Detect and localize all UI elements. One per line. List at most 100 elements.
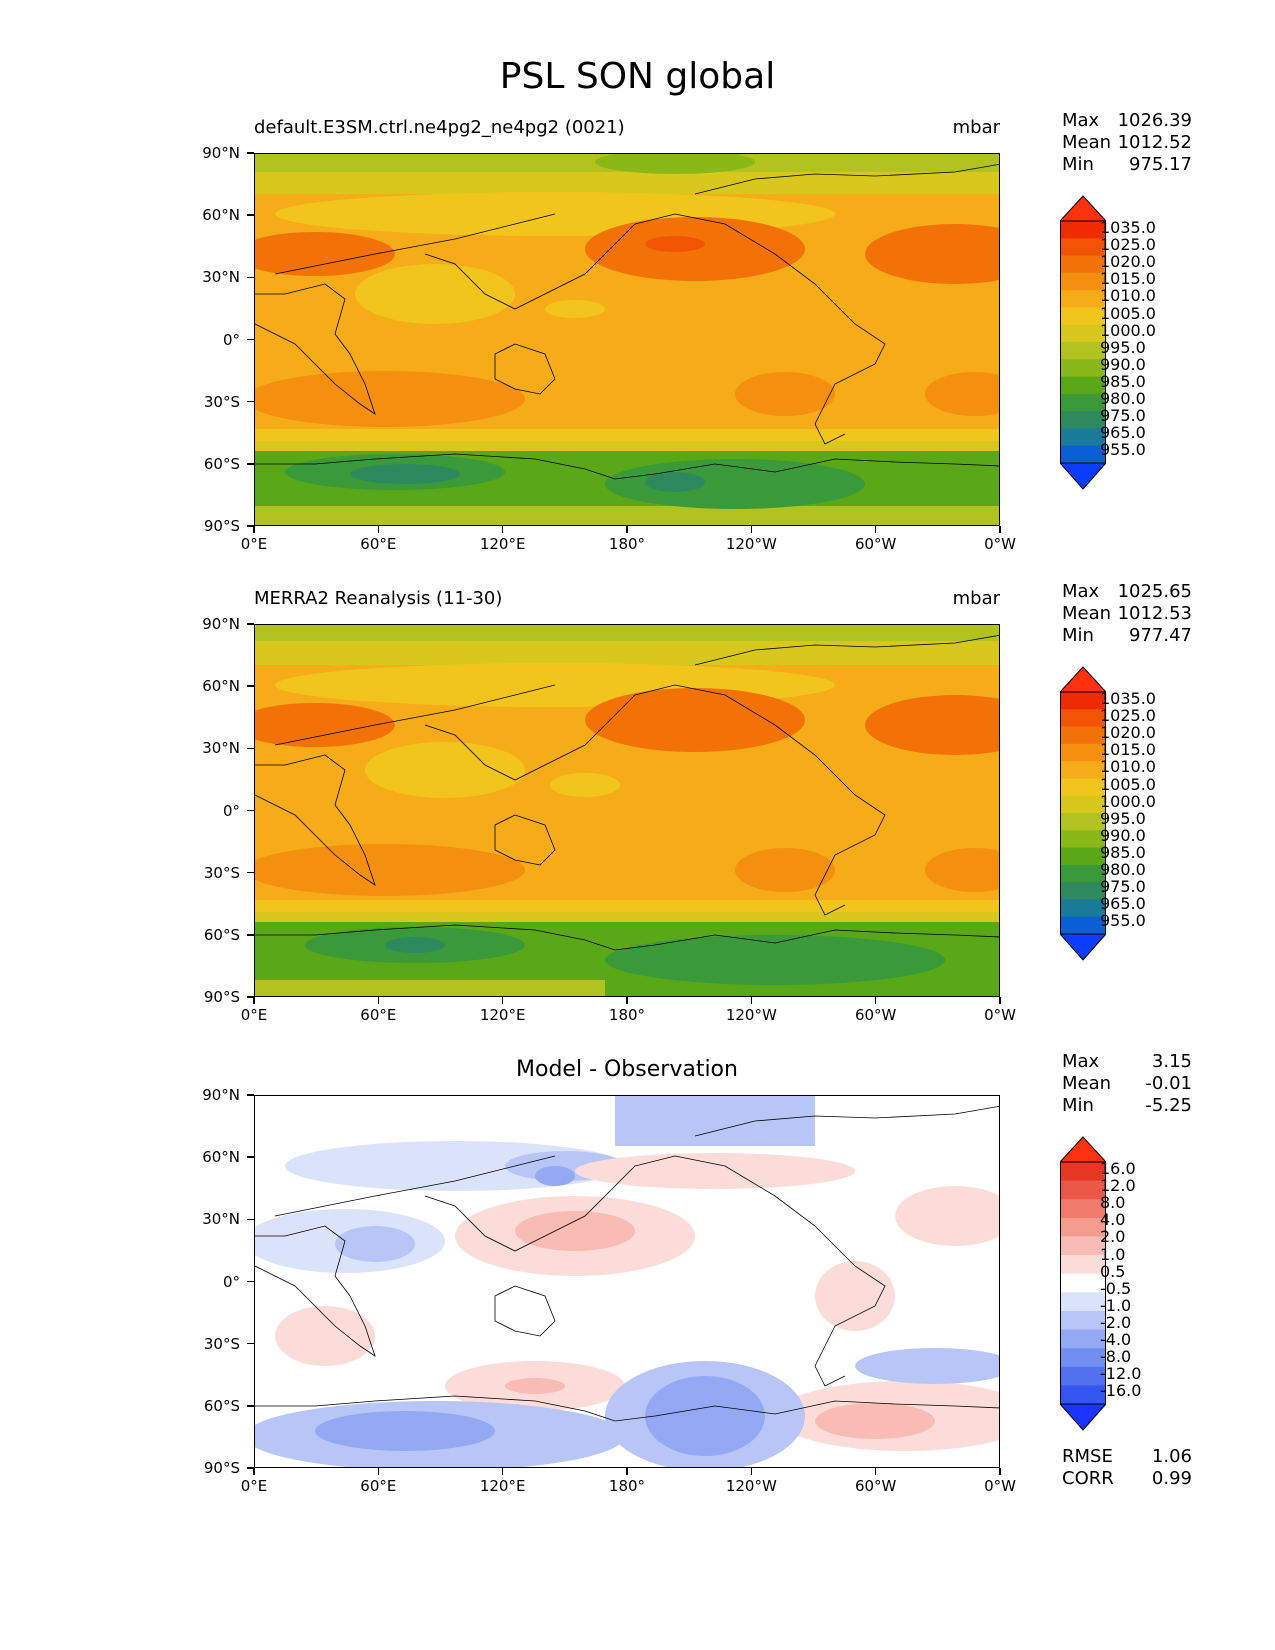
- colorbar-label: 1035.0: [1100, 689, 1156, 708]
- colorbar-segment: [1060, 778, 1106, 797]
- stat-key: Min: [1062, 625, 1094, 646]
- x-tick: [253, 1468, 255, 1475]
- x-tick-label: 180°: [608, 1477, 646, 1495]
- y-tick: [247, 525, 254, 527]
- colorbar-label: 8.0: [1100, 1193, 1126, 1213]
- x-tick: [874, 997, 877, 1004]
- stat-value: 1026.39: [1117, 110, 1192, 131]
- x-tick-label: 120°W: [725, 1006, 777, 1024]
- colorbar-label: 1005.0: [1100, 303, 1156, 323]
- units-label: mbar: [952, 588, 1000, 609]
- x-tick: [750, 1468, 753, 1475]
- colorbar-label: 975.0: [1100, 877, 1146, 897]
- stat-key: Mean: [1062, 132, 1112, 153]
- y-tick-label: 90°N: [202, 615, 240, 633]
- colorbar-label: 985.0: [1100, 371, 1146, 391]
- colorbar-segment: [1060, 376, 1106, 395]
- colorbar-label: 1010.0: [1100, 286, 1156, 306]
- x-tick-label: 0°W: [984, 1006, 1016, 1024]
- stats-diff: Max 3.15 Mean -0.01 Min -5.25: [1062, 1051, 1192, 1117]
- x-tick: [999, 997, 1001, 1004]
- y-tick: [247, 1405, 254, 1407]
- stat-value: -0.01: [1145, 1073, 1192, 1094]
- colorbar-label: 980.0: [1100, 860, 1146, 879]
- colorbar-segment: [1060, 795, 1106, 814]
- x-tick: [377, 1468, 380, 1475]
- x-tick-label: 0°W: [984, 1477, 1016, 1495]
- x-tick: [253, 526, 255, 533]
- x-tick: [501, 1468, 504, 1475]
- x-tick-label: 60°E: [360, 1477, 397, 1495]
- stat-key: Mean: [1062, 603, 1112, 624]
- y-tick: [247, 747, 254, 750]
- panel-title-obs: MERRA2 Reanalysis (11-30): [254, 588, 503, 609]
- x-tick: [626, 997, 628, 1004]
- x-tick: [999, 1468, 1001, 1475]
- colorbar-segment: [1060, 359, 1106, 378]
- colorbar-segment: [1060, 726, 1106, 745]
- colorbar-segment: [1060, 1310, 1106, 1331]
- y-tick: [247, 1467, 254, 1469]
- colorbar-segment: [1060, 1385, 1106, 1405]
- stat-key: Max: [1062, 581, 1100, 602]
- colorbar-segment: [1060, 255, 1106, 274]
- colorbar-label: 955.0: [1100, 440, 1146, 460]
- colorbar-segment: [1060, 1329, 1106, 1349]
- colorbar-label: -0.5: [1100, 1278, 1132, 1298]
- colorbar-label: 1020.0: [1100, 252, 1156, 272]
- x-tick-label: 120°W: [725, 535, 777, 553]
- colorbar-label: -4.0: [1100, 1330, 1132, 1349]
- colorbar-label: -12.0: [1100, 1364, 1142, 1384]
- colorbar-segment: [1060, 709, 1106, 728]
- panel-title-diff: Model - Observation: [516, 1057, 738, 1082]
- colorbar-label: 995.0: [1100, 337, 1146, 357]
- colorbar-label: 16.0: [1100, 1159, 1136, 1178]
- y-tick: [247, 685, 254, 687]
- y-tick-label: 0°: [222, 801, 240, 820]
- x-tick-label: 0°E: [240, 1006, 268, 1024]
- y-tick: [247, 152, 254, 154]
- colorbar-frame: [1060, 1161, 1106, 1405]
- colorbar-diff: [1060, 1136, 1106, 1431]
- x-tick: [626, 1468, 628, 1475]
- colorbar-segment: [1060, 1236, 1106, 1256]
- colorbar-label: 0.5: [1100, 1261, 1126, 1281]
- colorbar-label: 4.0: [1100, 1210, 1126, 1230]
- colorbar-segment: [1060, 1199, 1106, 1219]
- colorbar-label: 965.0: [1100, 423, 1146, 443]
- stat-value: 1012.53: [1117, 603, 1192, 624]
- colorbar-model: [1060, 195, 1106, 490]
- colorbar-obs: [1060, 666, 1106, 961]
- map-model: [254, 153, 1000, 526]
- metrics-diff: RMSE 1.06 CORR 0.99: [1062, 1446, 1192, 1490]
- colorbar-segment: [1060, 1180, 1106, 1200]
- y-tick-label: 30°N: [202, 739, 240, 758]
- y-tick-label: 90°N: [202, 144, 240, 162]
- y-tick: [247, 1280, 254, 1283]
- y-tick-label: 0°: [222, 330, 240, 349]
- x-tick: [999, 526, 1001, 533]
- colorbar-segment: [1060, 864, 1106, 883]
- y-tick-label: 60°N: [202, 677, 240, 696]
- colorbar-label: 1025.0: [1100, 706, 1156, 726]
- colorbar-label: 975.0: [1100, 406, 1146, 426]
- colorbar-frame: [1060, 691, 1106, 935]
- colorbar-label: 985.0: [1100, 842, 1146, 862]
- colorbar-label: -1.0: [1100, 1295, 1132, 1315]
- colorbar-segment: [1060, 847, 1106, 866]
- colorbar-segment: [1060, 1162, 1106, 1182]
- stat-value: 977.47: [1129, 625, 1192, 646]
- y-tick-label: 90°N: [202, 1086, 240, 1104]
- colorbar-label: 1020.0: [1100, 723, 1156, 743]
- y-tick-label: 30°N: [202, 1210, 240, 1229]
- colorbar-label: 1000.0: [1100, 791, 1156, 811]
- colorbar-label: 1025.0: [1100, 235, 1156, 255]
- stat-value: 1025.65: [1117, 581, 1192, 602]
- y-tick: [247, 276, 254, 279]
- x-tick-label: 60°W: [854, 1006, 897, 1024]
- y-tick: [247, 1156, 254, 1158]
- colorbar-segment: [1060, 272, 1106, 291]
- units-label: mbar: [952, 117, 1000, 138]
- colorbar-label: 955.0: [1100, 911, 1146, 931]
- y-tick: [247, 1094, 254, 1096]
